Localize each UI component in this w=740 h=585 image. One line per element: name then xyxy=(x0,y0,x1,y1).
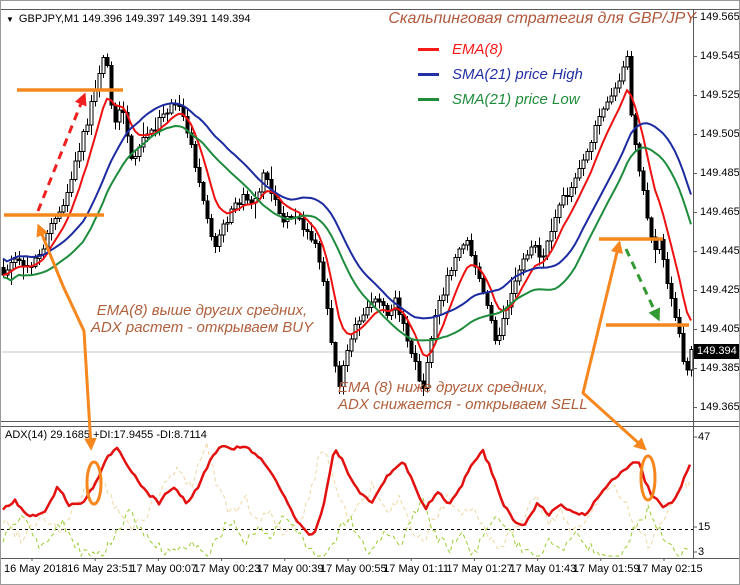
legend-item-sma-low: SMA(21) price Low xyxy=(418,87,583,112)
legend-label: EMA(8) xyxy=(452,41,503,58)
price-axis-label: 149.565 xyxy=(700,11,740,24)
annotation-sell: EMA (8) ниже других средних, ADX снижает… xyxy=(338,379,610,413)
adx-line xyxy=(2,444,692,536)
di-minus-line xyxy=(2,497,691,557)
ema-line-swatch xyxy=(418,48,439,51)
price-axis-label: 149.405 xyxy=(700,323,740,336)
price-axis-label: 149.385 xyxy=(700,362,740,375)
price-axis-label: 149.505 xyxy=(700,128,740,141)
time-axis-label: 17 May 01:11 xyxy=(383,563,450,575)
symbol-info: ▼ GBPJPY,M1 149.396 149.397 149.391 149.… xyxy=(6,13,251,25)
legend-item-ema: EMA(8) xyxy=(418,37,583,62)
sma-21-price-high-line xyxy=(2,102,692,320)
annotation-sell-line2: ADX снижается - открываем SELL xyxy=(338,396,588,413)
time-axis-label: 17 May 00:23 xyxy=(193,563,261,575)
price-axis-label: 149.425 xyxy=(700,284,740,297)
price-axis-label: 149.465 xyxy=(700,206,740,219)
time-axis-label: 16 May 2018 xyxy=(4,563,68,575)
adx-axis-label: 3 xyxy=(698,545,705,558)
adx-indicator-label: ADX(14) 29.1685 +DI:17.9455 -DI:8.7114 xyxy=(5,429,207,441)
legend-item-sma-high: SMA(21) price High xyxy=(418,62,583,87)
time-axis-label: 17 May 00:07 xyxy=(130,563,198,575)
time-axis-label: 17 May 01:59 xyxy=(572,563,640,575)
sma-high-line-swatch xyxy=(418,73,439,76)
ema-8--line xyxy=(2,89,692,358)
price-axis-label: 149.445 xyxy=(700,245,740,258)
time-axis-label: 17 May 00:55 xyxy=(320,563,387,575)
time-axis-label: 17 May 00:39 xyxy=(256,563,324,575)
current-price-tag: 149.394 xyxy=(694,344,739,359)
chart-title: Скальпинговая стратегия для GBP/JPY xyxy=(388,10,696,27)
symbol-quote-text: GBPJPY,M1 149.396 149.397 149.391 149.39… xyxy=(18,13,251,25)
time-axis-label: 17 May 01:27 xyxy=(446,563,514,575)
time-axis-label: 17 May 01:43 xyxy=(509,563,577,575)
annotation-sell-line1: EMA (8) ниже других средних, xyxy=(338,379,548,396)
adx-axis-label: 47 xyxy=(698,430,711,443)
legend: EMA(8) SMA(21) price High SMA(21) price … xyxy=(418,37,583,112)
annotation-buy-line2: ADX растет - открываем BUY xyxy=(90,319,314,336)
sma-21-price-low-line xyxy=(2,125,692,342)
price-axis-label: 149.545 xyxy=(700,50,740,63)
price-axis-label: 149.525 xyxy=(700,89,740,102)
price-axis-label: 149.485 xyxy=(700,167,740,180)
legend-label: SMA(21) price Low xyxy=(452,91,580,108)
legend-label: SMA(21) price High xyxy=(452,66,583,83)
sma-low-line-swatch xyxy=(418,98,439,101)
di-plus-line xyxy=(2,442,691,550)
annotation-buy-line1: EMA(8) выше других средних, xyxy=(96,302,308,319)
time-axis-label: 16 May 23:51 xyxy=(67,563,134,575)
price-axis-label: 149.365 xyxy=(700,401,740,414)
adx-axis-label: 15 xyxy=(698,520,711,533)
time-axis-label: 17 May 02:15 xyxy=(636,563,703,575)
annotation-buy: EMA(8) выше других средних, ADX растет -… xyxy=(89,302,315,336)
chevron-down-icon[interactable]: ▼ xyxy=(6,14,14,24)
